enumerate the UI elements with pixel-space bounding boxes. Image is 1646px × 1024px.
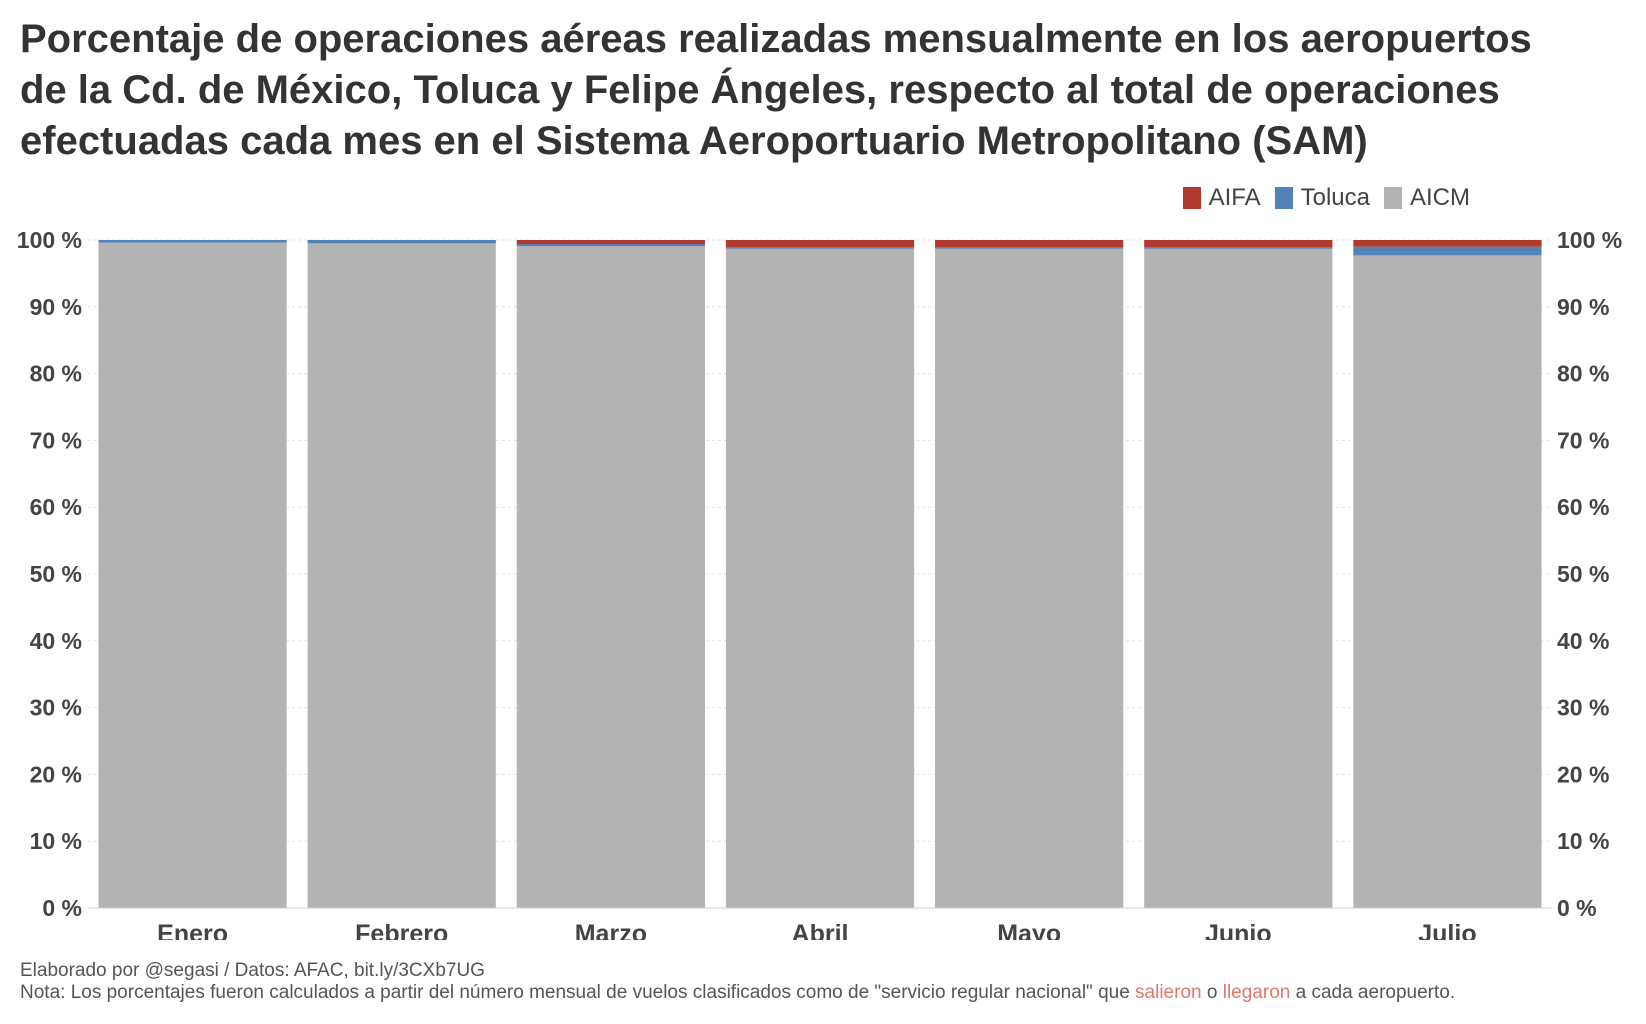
x-tick-label: Mayo: [997, 920, 1061, 940]
x-tick-label: Marzo: [575, 920, 647, 940]
legend-swatch-aifa-icon: [1182, 187, 1201, 209]
chart-title: Porcentaje de operaciones aéreas realiza…: [20, 14, 1620, 167]
footer-note-part2: a cada aeropuerto.: [1290, 982, 1456, 1003]
bar-segment-toluca-mayo[interactable]: [935, 247, 1124, 249]
y-tick-label-right: 40 %: [1557, 628, 1609, 654]
y-tick-label-left: 100 %: [17, 227, 82, 253]
x-tick-label: Julio: [1418, 920, 1476, 940]
footer-note-part1: Nota: Los porcentajes fueron calculados …: [20, 982, 1136, 1003]
y-tick-label-left: 10 %: [30, 828, 82, 854]
y-tick-label-right: 100 %: [1557, 227, 1622, 253]
y-tick-label-right: 90 %: [1557, 294, 1609, 320]
footer-note-o: o: [1201, 982, 1223, 1003]
chart-title-line-3: efectuadas cada mes en el Sistema Aeropo…: [20, 119, 1368, 163]
bar-segment-aifa-julio[interactable]: [1353, 240, 1542, 247]
bar-segment-aicm-abril[interactable]: [725, 248, 915, 908]
legend-label-aifa: AIFA: [1208, 184, 1261, 211]
x-tick-label: Abril: [792, 920, 849, 940]
bar-segment-toluca-enero[interactable]: [98, 240, 287, 243]
y-tick-label-left: 20 %: [30, 761, 82, 787]
bar-segment-aifa-junio[interactable]: [1144, 240, 1333, 248]
bar-segment-toluca-julio[interactable]: [1353, 246, 1542, 256]
bar-segment-toluca-abril[interactable]: [725, 247, 915, 249]
x-tick-label: Junio: [1205, 920, 1272, 940]
footer-credit: Elaborado por @segasi / Datos: AFAC, bit…: [20, 960, 485, 981]
bar-segment-aicm-marzo[interactable]: [516, 246, 705, 909]
y-tick-label-right: 50 %: [1557, 561, 1609, 587]
y-tick-label-left: 50 %: [30, 561, 82, 587]
footer-note: Nota: Los porcentajes fueron calculados …: [20, 982, 1455, 1004]
y-tick-label-right: 30 %: [1557, 695, 1609, 721]
bar-segment-aicm-junio[interactable]: [1144, 248, 1333, 908]
y-tick-label-left: 30 %: [30, 695, 82, 721]
bar-segment-aicm-mayo[interactable]: [935, 248, 1124, 908]
y-tick-label-right: 60 %: [1557, 494, 1609, 520]
chart-title-line-2: de la Cd. de México, Toluca y Felipe Áng…: [20, 68, 1500, 112]
bar-segment-aifa-marzo[interactable]: [516, 240, 705, 245]
legend-item-aifa[interactable]: AIFA: [1182, 184, 1261, 212]
legend-item-toluca[interactable]: Toluca: [1274, 184, 1370, 212]
y-tick-label-right: 70 %: [1557, 427, 1609, 453]
bar-segment-toluca-febrero[interactable]: [307, 240, 496, 244]
bar-segment-toluca-marzo[interactable]: [516, 244, 705, 247]
y-tick-label-left: 60 %: [30, 494, 82, 520]
y-tick-label-left: 80 %: [30, 361, 82, 387]
y-tick-label-left: 0 %: [42, 895, 82, 921]
legend-label-toluca: Toluca: [1300, 184, 1370, 211]
x-tick-label: Febrero: [355, 920, 448, 940]
chart-title-line-1: Porcentaje de operaciones aéreas realiza…: [20, 17, 1532, 61]
y-tick-label-right: 20 %: [1557, 761, 1609, 787]
bar-segment-aifa-abril[interactable]: [725, 240, 915, 248]
y-tick-label-left: 70 %: [30, 427, 82, 453]
legend-label-aicm: AICM: [1410, 184, 1470, 211]
legend: AIFA Toluca AICM: [1182, 184, 1470, 212]
footer: Elaborado por @segasi / Datos: AFAC, bit…: [20, 960, 1455, 1004]
y-tick-label-left: 90 %: [30, 294, 82, 320]
y-tick-label-right: 10 %: [1557, 828, 1609, 854]
legend-swatch-aicm-icon: [1384, 187, 1402, 209]
y-tick-label-right: 80 %: [1557, 361, 1609, 387]
stacked-bar-chart: 0 % 0 % 10 % 10 % 20 % 20 % 30 % 30 % 40 % 40 % 50…: [17, 227, 1622, 940]
footer-note-llegaron: llegaron: [1222, 982, 1291, 1003]
y-tick-label-left: 40 %: [30, 628, 82, 654]
bar-segment-aicm-febrero[interactable]: [307, 243, 496, 909]
bar-segment-aicm-enero[interactable]: [98, 242, 287, 908]
legend-swatch-toluca-icon: [1274, 187, 1293, 209]
bar-segment-toluca-junio[interactable]: [1144, 247, 1333, 249]
bar-segment-aifa-mayo[interactable]: [935, 240, 1124, 248]
footer-note-salieron: salieron: [1135, 982, 1202, 1003]
bar-segment-aicm-julio[interactable]: [1353, 255, 1542, 908]
y-tick-label-right: 0 %: [1557, 895, 1597, 921]
legend-item-aicm[interactable]: AICM: [1384, 184, 1470, 212]
x-tick-label: Enero: [157, 920, 228, 940]
